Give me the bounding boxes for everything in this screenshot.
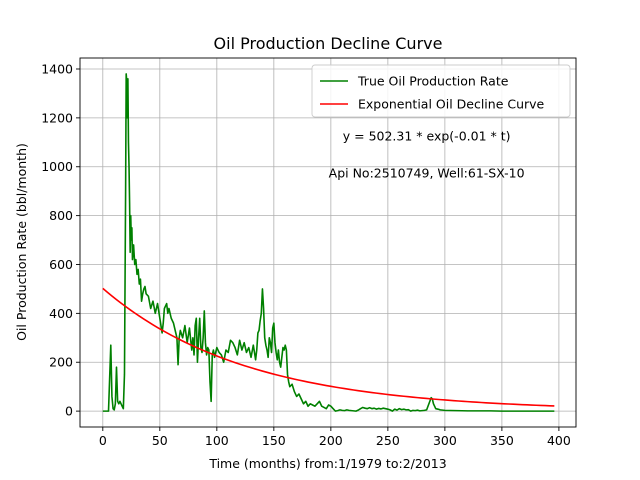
axes-frame [79,57,577,428]
x-axis-label: Time (months) from:1/1979 to:2/2013 [208,456,446,471]
y-tick-label: 0 [65,404,73,419]
plot-area: 0 50 100 150 200 250 300 350 400 0 200 400 600 800 100… [41,57,577,448]
annotation-text: y = 502.31 * exp(-0.01 * t) [343,129,511,144]
legend-label: Exponential Oil Decline Curve [358,97,545,112]
legend-box [311,64,571,118]
y-tick-label: 600 [49,257,73,272]
y-axis-label: Oil Production Rate (bbl/month) [14,143,29,341]
x-tick-label: 300 [433,433,457,448]
x-tick-label: 50 [152,433,168,448]
legend-label: True Oil Production Rate [357,74,509,89]
x-tick-label: 400 [547,433,571,448]
x-tick-label: 350 [490,433,514,448]
annotation-text: Api No:2510749, Well:61-SX-10 [329,165,525,180]
x-tick-label: 100 [205,433,229,448]
x-tick-label: 0 [99,433,107,448]
y-tick-label: 800 [49,208,73,223]
series-line-1 [102,73,555,412]
y-tick-label: 1400 [41,61,73,76]
x-tick-label: 250 [376,433,400,448]
y-tick-label: 1200 [41,110,73,125]
x-tick-label: 150 [262,433,286,448]
y-tick-label: 200 [49,355,73,370]
series-line-2 [102,287,555,407]
y-tick-label: 400 [49,306,73,321]
y-tick-label: 1000 [41,159,73,174]
x-tick-label: 200 [319,433,343,448]
chart-title: Oil Production Decline Curve [214,34,443,53]
